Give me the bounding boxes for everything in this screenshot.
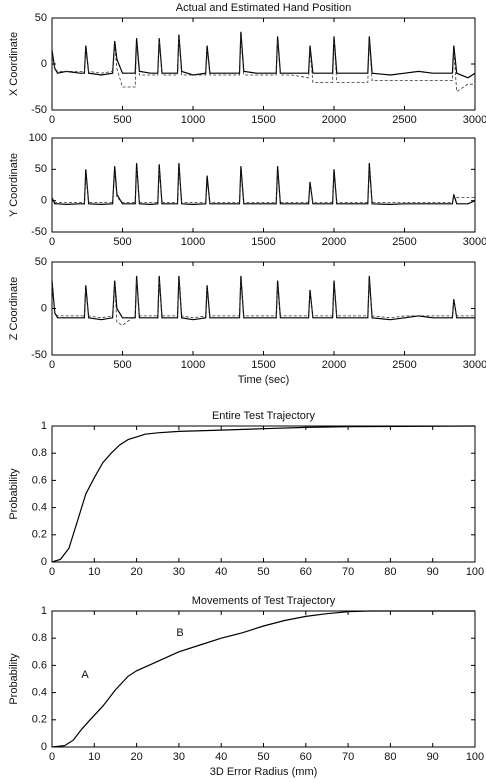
x-tick-label: 3000: [463, 236, 486, 248]
x-tick-label: 100: [466, 751, 484, 763]
data-line: [51, 163, 476, 206]
x-tick-label: 0: [49, 566, 55, 578]
x-tick-label: 1000: [181, 359, 205, 371]
axes-frame: [51, 610, 476, 748]
y-tick-label: 1: [41, 420, 47, 432]
chart-title: Entire Test Trajectory: [212, 410, 316, 422]
x-tick-label: 30: [173, 566, 185, 578]
axes-frame: [51, 425, 476, 563]
x-tick-label: 1000: [181, 114, 205, 126]
y-tick-label: 0.6: [32, 474, 47, 486]
x-tick-label: 40: [215, 751, 227, 763]
x-tick-label: 0: [49, 114, 55, 126]
x-axis-label: 3D Error Radius (mm): [210, 766, 318, 778]
chart-title: Actual and Estimated Hand Position: [176, 2, 352, 14]
x-tick-label: 2500: [392, 236, 416, 248]
x-tick-label: 0: [49, 236, 55, 248]
y-axis-label: Z Coordinate: [8, 277, 20, 341]
x-tick-label: 500: [113, 236, 131, 248]
x-tick-label: 2000: [322, 359, 346, 371]
x-tick-label: 1500: [251, 236, 275, 248]
x-tick-label: 10: [88, 566, 100, 578]
x-tick-label: 3000: [463, 359, 486, 371]
y-tick-label: 0.8: [32, 447, 47, 459]
annotation: A: [81, 669, 89, 681]
axes-frame: [51, 17, 476, 111]
y-tick-label: 50: [35, 163, 47, 175]
x-tick-label: 60: [300, 566, 312, 578]
data-line: [51, 275, 475, 321]
chart-title: Movements of Test Trajectory: [192, 595, 336, 607]
x-tick-label: 500: [113, 114, 131, 126]
y-tick-label: -50: [31, 349, 47, 361]
data-line: [51, 36, 475, 93]
x-tick-label: 100: [466, 566, 484, 578]
data-line: [51, 280, 475, 326]
axes-frame: [51, 261, 476, 356]
y-tick-label: -50: [31, 104, 47, 116]
x-tick-label: 50: [257, 751, 269, 763]
x-tick-label: 80: [384, 751, 396, 763]
x-tick-label: 1500: [251, 114, 275, 126]
y-axis-label: Probability: [8, 468, 20, 520]
data-line: [51, 425, 476, 563]
x-tick-label: 20: [130, 566, 142, 578]
y-tick-label: 100: [29, 132, 47, 144]
y-tick-label: 0: [41, 556, 47, 568]
data-line: [51, 610, 475, 748]
x-tick-label: 2500: [392, 114, 416, 126]
x-tick-label: 2000: [322, 114, 346, 126]
x-tick-label: 0: [49, 359, 55, 371]
y-tick-label: 0: [41, 58, 47, 70]
y-tick-label: 0.2: [32, 714, 47, 726]
x-tick-label: 70: [342, 751, 354, 763]
x-tick-label: 20: [130, 751, 142, 763]
axes-frame: [51, 137, 476, 233]
x-tick-label: 2500: [392, 359, 416, 371]
y-tick-label: 0.2: [32, 529, 47, 541]
y-tick-label: 50: [35, 256, 47, 268]
x-tick-label: 3000: [463, 114, 486, 126]
y-tick-label: 0.4: [32, 502, 47, 514]
x-tick-label: 90: [427, 566, 439, 578]
x-tick-label: 50: [257, 566, 269, 578]
x-tick-label: 500: [113, 359, 131, 371]
y-axis-label: X Coordinate: [8, 32, 20, 96]
y-tick-label: 0: [41, 741, 47, 753]
x-tick-label: 70: [342, 566, 354, 578]
y-tick-label: 0: [41, 302, 47, 314]
x-tick-label: 80: [384, 566, 396, 578]
y-tick-label: -50: [31, 226, 47, 238]
y-tick-label: 50: [35, 12, 47, 24]
x-tick-label: 40: [215, 566, 227, 578]
x-tick-label: 30: [173, 751, 185, 763]
y-tick-label: 0.6: [32, 659, 47, 671]
x-tick-label: 0: [49, 751, 55, 763]
y-tick-label: 0.4: [32, 687, 47, 699]
y-tick-label: 0: [41, 195, 47, 207]
x-axis-label: Time (sec): [238, 374, 290, 386]
y-tick-label: 1: [41, 605, 47, 617]
annotation: B: [176, 627, 183, 639]
y-axis-label: Y Coordinate: [8, 153, 20, 217]
x-tick-label: 60: [300, 751, 312, 763]
x-tick-label: 10: [88, 751, 100, 763]
x-tick-label: 90: [427, 751, 439, 763]
x-tick-label: 2000: [322, 236, 346, 248]
y-tick-label: 0.8: [32, 632, 47, 644]
x-tick-label: 1500: [251, 359, 275, 371]
y-axis-label: Probability: [8, 653, 20, 705]
x-tick-label: 1000: [181, 236, 205, 248]
